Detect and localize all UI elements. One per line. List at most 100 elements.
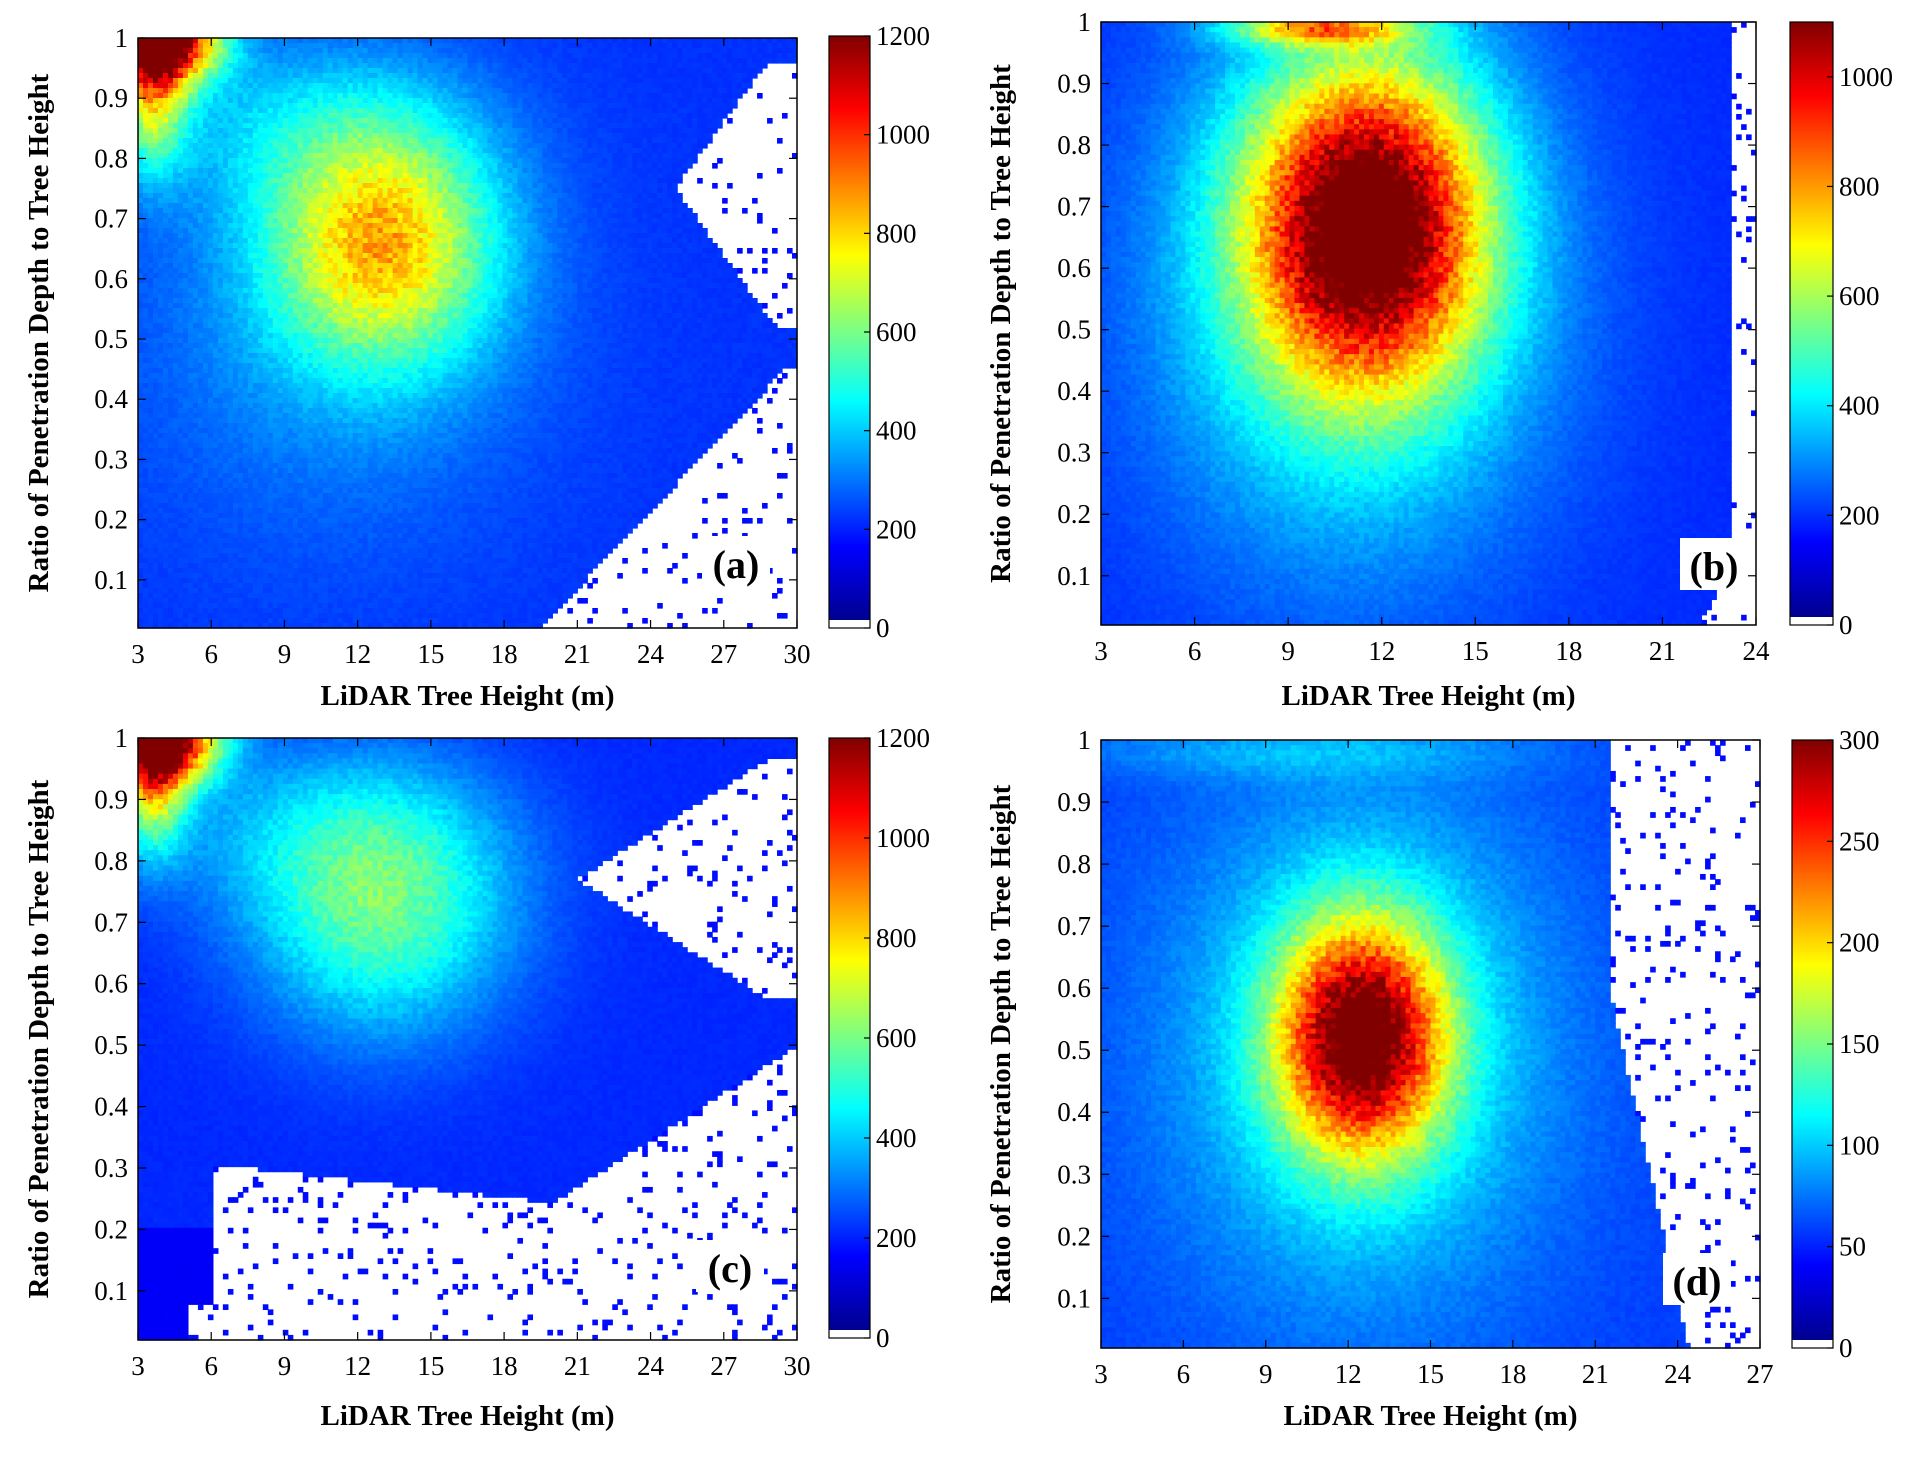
colorbar-tick-label: 0 — [876, 613, 890, 643]
panel-d: 3 6 9 12 15 18 21 24 270.10.20.30.40.50.60.70.80… — [985, 725, 1880, 1432]
panel-c: 3 6 9 12 15 18 21 24 27 300.10.20.30.40.50.60.70.… — [23, 723, 930, 1432]
x-tick-label: 12 — [344, 1351, 371, 1381]
colorbar-gradient — [1792, 740, 1833, 1340]
x-tick-label: 18 — [491, 1351, 518, 1381]
x-tick-label: 30 — [784, 639, 811, 669]
colorbar-tick-label: 600 — [876, 1023, 917, 1053]
colorbar-tick-label: 1200 — [876, 723, 930, 753]
colorbar-gradient — [1790, 22, 1833, 617]
x-tick-label: 3 — [131, 639, 145, 669]
colorbar-tick-label: 100 — [1839, 1130, 1880, 1160]
colorbar-tick-label: 400 — [876, 416, 917, 446]
colorbar-zero-band — [829, 620, 870, 628]
colorbar-tick-label: 200 — [1839, 928, 1880, 958]
colorbar-zero-band — [829, 1330, 870, 1338]
colorbar-tick-label: 800 — [1839, 171, 1880, 201]
colorbar-tick-label: 300 — [1839, 725, 1880, 755]
colorbar-tick-label: 400 — [876, 1123, 917, 1153]
y-tick-label: 0.4 — [94, 384, 128, 414]
y-tick-label: 0.7 — [94, 204, 128, 234]
y-tick-label: 0.3 — [1057, 438, 1091, 468]
y-tick-label: 0.3 — [1057, 1159, 1091, 1189]
y-tick-label: 0.4 — [1057, 1097, 1091, 1127]
colorbar-tick-label: 1200 — [876, 21, 930, 51]
y-tick-label: 0.9 — [1057, 787, 1091, 817]
y-tick-label: 0.9 — [94, 784, 128, 814]
y-tick-label: 0.9 — [1057, 69, 1091, 99]
colorbar-tick-label: 200 — [876, 514, 917, 544]
y-tick-label: 0.1 — [94, 1276, 128, 1306]
x-tick-label: 9 — [278, 639, 292, 669]
heatmap-cells — [1101, 740, 1761, 1349]
colorbar-tick-label: 800 — [876, 923, 917, 953]
y-tick-label: 0.6 — [1057, 973, 1091, 1003]
y-tick-label: 0.3 — [94, 1153, 128, 1183]
x-tick-label: 3 — [1094, 1359, 1108, 1389]
panel-label: (c) — [708, 1246, 752, 1291]
y-tick-label: 0.2 — [94, 505, 128, 535]
y-axis-label: Ratio of Penetration Depth to Tree Heigh… — [23, 779, 55, 1298]
y-axis-label: Ratio of Penetration Depth to Tree Heigh… — [23, 73, 55, 592]
x-tick-label: 9 — [278, 1351, 292, 1381]
x-axis-label: LiDAR Tree Height (m) — [321, 1400, 615, 1432]
colorbar-zero-band — [1790, 617, 1833, 625]
colorbar-tick-label: 0 — [1839, 610, 1853, 640]
colorbar-tick-label: 250 — [1839, 826, 1880, 856]
y-tick-label: 0.9 — [94, 83, 128, 113]
colorbar-tick-label: 0 — [1839, 1333, 1853, 1363]
x-tick-label: 30 — [784, 1351, 811, 1381]
colorbar-tick-label: 0 — [876, 1323, 890, 1353]
x-tick-label: 9 — [1259, 1359, 1273, 1389]
panel-b: 3 6 9 12 15 18 21 240.10.20.30.40.50.60.70.80.9… — [985, 7, 1893, 712]
x-tick-label: 12 — [1335, 1359, 1362, 1389]
y-tick-label: 0.5 — [1057, 315, 1091, 345]
y-tick-label: 0.2 — [1057, 1221, 1091, 1251]
y-tick-label: 0.1 — [1057, 561, 1091, 591]
y-tick-label: 0.8 — [94, 846, 128, 876]
y-tick-label: 0.7 — [1057, 911, 1091, 941]
y-tick-label: 0.5 — [94, 324, 128, 354]
y-tick-label: 0.1 — [94, 565, 128, 595]
y-tick-label: 0.4 — [1057, 376, 1091, 406]
panel-label: (a) — [713, 542, 760, 587]
y-tick-label: 0.8 — [1057, 130, 1091, 160]
y-tick-label: 1 — [115, 723, 129, 753]
y-tick-label: 0.1 — [1057, 1283, 1091, 1313]
x-tick-label: 21 — [564, 639, 591, 669]
x-tick-label: 24 — [1664, 1359, 1692, 1389]
y-tick-label: 0.5 — [94, 1030, 128, 1060]
y-tick-label: 1 — [115, 23, 129, 53]
x-tick-label: 3 — [1094, 636, 1108, 666]
colorbar-tick-label: 50 — [1839, 1232, 1866, 1262]
colorbar-zero-band — [1792, 1340, 1833, 1348]
x-tick-label: 27 — [710, 1351, 737, 1381]
x-axis-label: LiDAR Tree Height (m) — [1284, 1400, 1578, 1432]
x-tick-label: 21 — [1649, 636, 1676, 666]
y-tick-label: 0.8 — [1057, 849, 1091, 879]
x-tick-label: 15 — [1417, 1359, 1444, 1389]
y-tick-label: 0.5 — [1057, 1035, 1091, 1065]
x-tick-label: 27 — [1747, 1359, 1774, 1389]
colorbar-gradient — [829, 738, 870, 1330]
colorbar-tick-label: 600 — [876, 317, 917, 347]
y-tick-label: 0.6 — [94, 264, 128, 294]
y-tick-label: 1 — [1078, 7, 1092, 37]
heatmap-cells — [138, 38, 798, 629]
x-axis-label: LiDAR Tree Height (m) — [321, 680, 615, 712]
x-tick-label: 9 — [1281, 636, 1295, 666]
x-tick-label: 15 — [417, 1351, 444, 1381]
x-tick-label: 27 — [710, 639, 737, 669]
x-tick-label: 18 — [1499, 1359, 1526, 1389]
x-tick-label: 24 — [637, 639, 665, 669]
x-tick-label: 3 — [131, 1351, 145, 1381]
colorbar-tick-label: 1000 — [876, 823, 930, 853]
colorbar-gradient — [829, 36, 870, 620]
x-tick-label: 6 — [1188, 636, 1202, 666]
figure: 3 6 9 12 15 18 21 24 27 300.10.20.30.40.50.60.70.… — [0, 0, 1914, 1459]
heatmap-cells — [1101, 22, 1757, 626]
y-tick-label: 0.4 — [94, 1092, 128, 1122]
